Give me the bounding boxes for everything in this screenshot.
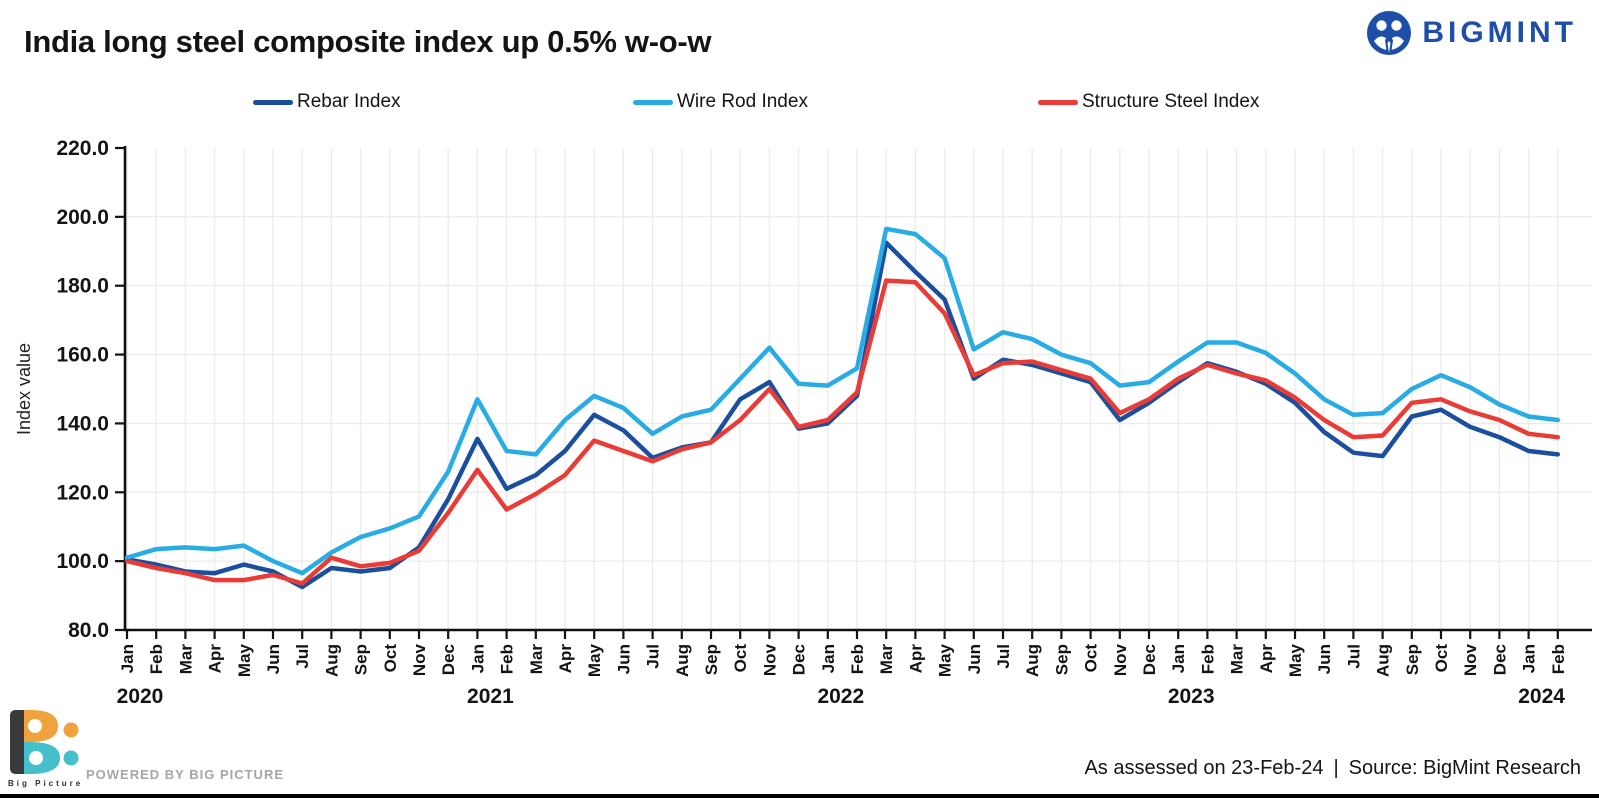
- x-axis-year-label: 2020: [117, 685, 164, 708]
- legend-item-structure-steel: Structure Steel Index: [1038, 91, 1259, 113]
- x-axis-year-label: 2022: [817, 685, 864, 708]
- x-axis-month-label: Mar: [1228, 644, 1247, 675]
- source-text: Source: BigMint Research: [1348, 757, 1581, 779]
- x-axis-month-label: Apr: [556, 644, 575, 674]
- x-axis-year-label: 2021: [467, 685, 514, 708]
- x-axis-month-label: Aug: [673, 644, 692, 677]
- big-picture-logo: Big Picture: [8, 708, 80, 788]
- x-axis-month-label: Jun: [965, 644, 984, 674]
- x-axis-month-label: Aug: [322, 644, 341, 677]
- x-axis-month-label: Jun: [1315, 644, 1334, 674]
- rebar-legend-swatch: [253, 99, 293, 105]
- bigmint-logo: BIGMINT: [1366, 10, 1577, 56]
- rebar-index-line: [124, 240, 1561, 590]
- x-axis-month-label: Jun: [614, 644, 633, 674]
- x-axis-month-label: Feb: [147, 644, 166, 674]
- x-axis-month-label: Oct: [381, 644, 400, 673]
- wire-rod-legend-swatch: [633, 99, 673, 105]
- y-axis-tick-label: 80.0: [68, 619, 109, 642]
- structure-steel-legend-swatch: [1038, 99, 1078, 105]
- y-axis-tick-label: 100.0: [56, 550, 109, 573]
- x-axis-month-label: Sep: [352, 644, 371, 675]
- x-axis-month-label: Jul: [1344, 644, 1363, 669]
- x-axis-month-label: May: [936, 643, 955, 677]
- x-axis-month-label: Nov: [760, 643, 779, 676]
- x-axis-month-label: Jul: [644, 644, 663, 669]
- x-axis-month-label: Jan: [118, 644, 137, 673]
- x-axis-month-label: Mar: [527, 644, 546, 675]
- big-picture-logo-text: Big Picture: [8, 779, 84, 788]
- x-axis-month-label: Feb: [1549, 644, 1568, 674]
- x-axis-month-label: Jan: [468, 644, 487, 673]
- x-axis-month-label: Oct: [1082, 644, 1101, 673]
- x-axis-month-label: Aug: [1374, 644, 1393, 677]
- separator: |: [1333, 757, 1339, 779]
- legend-item-rebar: Rebar Index: [253, 91, 401, 113]
- x-axis-month-label: Dec: [1140, 644, 1159, 675]
- x-axis-month-label: Apr: [906, 644, 925, 674]
- x-axis-year-label: 2024: [1518, 685, 1565, 708]
- x-axis-month-label: Jun: [264, 644, 283, 674]
- x-axis-year-label: 2023: [1168, 685, 1215, 708]
- x-axis-month-label: Sep: [1403, 644, 1422, 675]
- big-picture-logo-icon: [10, 710, 79, 774]
- y-axis-tick-label: 160.0: [56, 344, 109, 367]
- bigmint-logo-icon: [1367, 11, 1412, 55]
- assessed-date-text: As assessed on 23-Feb-24: [1084, 757, 1324, 779]
- rebar-legend-label: Rebar Index: [297, 91, 401, 112]
- wire-rod-index-line: [124, 226, 1561, 576]
- x-axis-month-label: Feb: [498, 644, 517, 674]
- x-axis-month-label: Jan: [1520, 644, 1539, 673]
- x-axis-month-label: May: [1286, 643, 1305, 677]
- x-axis-month-label: Sep: [1052, 644, 1071, 675]
- x-axis-month-label: May: [585, 643, 604, 677]
- x-axis-month-label: Nov: [1461, 643, 1480, 676]
- x-axis-month-label: Feb: [848, 644, 867, 674]
- x-axis-month-label: Sep: [702, 644, 721, 675]
- bigmint-logo-text: BIGMINT: [1422, 16, 1577, 49]
- x-axis-month-label: Jan: [1169, 644, 1188, 673]
- x-axis-month-label: Aug: [1023, 644, 1042, 677]
- x-axis-month-label: May: [235, 643, 254, 677]
- x-axis-month-label: Apr: [1257, 644, 1276, 674]
- structure-steel-legend-label: Structure Steel Index: [1082, 91, 1260, 112]
- x-axis-month-label: Oct: [1432, 644, 1451, 673]
- x-axis-month-label: Nov: [1111, 643, 1130, 676]
- page-title: India long steel composite index up 0.5%…: [24, 24, 712, 59]
- x-axis-month-label: Nov: [410, 643, 429, 676]
- x-axis-month-label: Jul: [293, 644, 312, 669]
- x-axis-month-label: Dec: [1490, 644, 1509, 675]
- x-axis-month-label: Oct: [731, 644, 750, 673]
- structure-steel-index-line: [124, 278, 1561, 586]
- x-axis-month-label: Dec: [439, 644, 458, 675]
- x-axis-month-label: Jan: [819, 644, 838, 673]
- y-axis-tick-label: 120.0: [56, 481, 109, 504]
- source-note: As assessed on 23-Feb-24 | Source: BigMint…: [1084, 757, 1581, 780]
- chart-legend: Rebar Index Wire Rod Index Structure Ste…: [0, 91, 1599, 117]
- x-axis-month-label: Feb: [1198, 644, 1217, 674]
- x-axis-month-label: Apr: [206, 644, 225, 674]
- y-axis-tick-label: 200.0: [56, 206, 109, 229]
- x-axis-month-label: Dec: [790, 644, 809, 675]
- y-axis-tick-label: 180.0: [56, 275, 109, 298]
- legend-item-wire-rod: Wire Rod Index: [633, 91, 808, 113]
- powered-by-text: POWERED BY BIG PICTURE: [86, 767, 285, 782]
- x-axis-month-label: Mar: [176, 644, 195, 675]
- x-axis-month-label: Jul: [994, 644, 1013, 669]
- x-axis-month-label: Mar: [877, 644, 896, 675]
- y-axis-tick-label: 140.0: [56, 412, 109, 435]
- y-axis-title: Index value: [14, 343, 34, 435]
- y-axis-tick-label: 220.0: [56, 137, 109, 160]
- wire-rod-legend-label: Wire Rod Index: [677, 91, 808, 112]
